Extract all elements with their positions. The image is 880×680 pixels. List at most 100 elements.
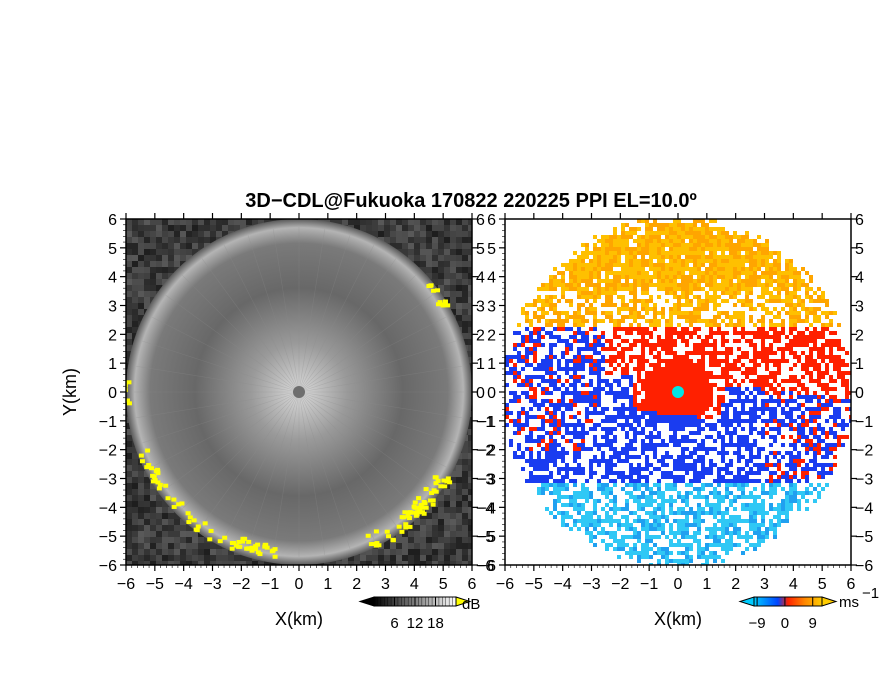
velocity-cell <box>641 359 645 363</box>
velocity-cell <box>833 423 837 427</box>
velocity-cell <box>657 255 661 259</box>
snr-noise-cell <box>144 261 150 267</box>
velocity-cell <box>809 287 813 291</box>
velocity-cell <box>705 379 709 383</box>
velocity-cell <box>725 423 729 427</box>
velocity-cell <box>597 359 601 363</box>
velocity-cell <box>541 467 545 471</box>
velocity-cell <box>701 227 705 231</box>
velocity-cell <box>597 479 601 483</box>
velocity-cell <box>621 267 625 271</box>
velocity-cell <box>521 451 525 455</box>
velocity-cell <box>633 303 637 307</box>
velocity-cell <box>717 331 721 335</box>
velocity-cell <box>769 523 773 527</box>
velocity-cell <box>609 431 613 435</box>
velocity-cell <box>757 431 761 435</box>
velocity-cell <box>785 275 789 279</box>
velocity-cell <box>753 255 757 259</box>
velocity-cell <box>765 431 769 435</box>
velocity-cell <box>777 399 781 403</box>
velocity-cell <box>549 371 553 375</box>
snr-noise-cell <box>348 561 354 565</box>
velocity-cell <box>553 295 557 299</box>
velocity-cell <box>713 319 717 323</box>
snr-noise-cell <box>426 237 432 243</box>
velocity-cell <box>669 371 673 375</box>
velocity-cell <box>637 407 641 411</box>
velocity-cell <box>629 447 633 451</box>
velocity-cell <box>625 503 629 507</box>
velocity-cell <box>625 519 629 523</box>
velocity-cell <box>621 223 625 227</box>
velocity-cell <box>669 223 673 227</box>
snr-noise-cell <box>162 531 168 537</box>
velocity-cell <box>653 239 657 243</box>
velocity-cell <box>557 451 561 455</box>
velocity-cell <box>837 363 841 367</box>
velocity-cell <box>693 463 697 467</box>
velocity-cell <box>505 383 509 387</box>
velocity-cell <box>537 443 541 447</box>
velocity-cell <box>657 535 661 539</box>
snr-noise-cell <box>420 249 426 255</box>
velocity-cell <box>709 251 713 255</box>
velocity-cell <box>761 315 765 319</box>
velocity-cell <box>601 367 605 371</box>
velocity-cell <box>825 311 829 315</box>
velocity-cell <box>593 503 597 507</box>
velocity-cell <box>633 327 637 331</box>
snr-noise-cell <box>186 255 192 261</box>
velocity-cell <box>513 379 517 383</box>
velocity-cell <box>845 379 849 383</box>
velocity-cell <box>577 319 581 323</box>
velocity-cell <box>677 275 681 279</box>
velocity-cell <box>725 331 729 335</box>
velocity-cell <box>557 379 561 383</box>
velocity-cell <box>813 291 817 295</box>
velocity-cell <box>773 523 777 527</box>
snr-noise-cell <box>450 549 456 555</box>
velocity-cell <box>829 311 833 315</box>
velocity-cell <box>713 339 717 343</box>
velocity-cell <box>709 363 713 367</box>
velocity-cell <box>621 475 625 479</box>
velocity-cell <box>553 427 557 431</box>
snr-noise-cell <box>150 501 156 507</box>
velocity-cell <box>845 383 849 387</box>
velocity-cell <box>537 407 541 411</box>
velocity-cell <box>625 235 629 239</box>
velocity-cell <box>597 383 601 387</box>
velocity-cell <box>577 367 581 371</box>
velocity-cell <box>665 499 669 503</box>
velocity-cell <box>729 519 733 523</box>
velocity-cell <box>589 251 593 255</box>
velocity-cell <box>737 259 741 263</box>
velocity-cell <box>617 355 621 359</box>
snr-noise-cell <box>360 225 366 231</box>
velocity-cell <box>601 455 605 459</box>
velocity-cell <box>713 359 717 363</box>
snr-noise-cell <box>468 465 472 471</box>
snr-noise-cell <box>216 561 222 565</box>
velocity-cell <box>581 395 585 399</box>
velocity-cell <box>525 395 529 399</box>
velocity-cell <box>629 347 633 351</box>
snr-spoke <box>298 244 375 393</box>
velocity-cell <box>669 415 673 419</box>
velocity-cell <box>681 291 685 295</box>
velocity-cell <box>721 395 725 399</box>
velocity-cell <box>733 231 737 235</box>
velocity-cell <box>733 311 737 315</box>
velocity-cell <box>781 435 785 439</box>
velocity-cell <box>573 267 577 271</box>
velocity-cell <box>753 263 757 267</box>
velocity-cell <box>693 227 697 231</box>
velocity-cell <box>597 275 601 279</box>
velocity-cell <box>785 379 789 383</box>
snr-high-cell <box>126 388 128 393</box>
velocity-cell <box>693 375 697 379</box>
velocity-cell <box>809 307 813 311</box>
velocity-cell <box>613 427 617 431</box>
snr-spoke <box>272 228 300 393</box>
